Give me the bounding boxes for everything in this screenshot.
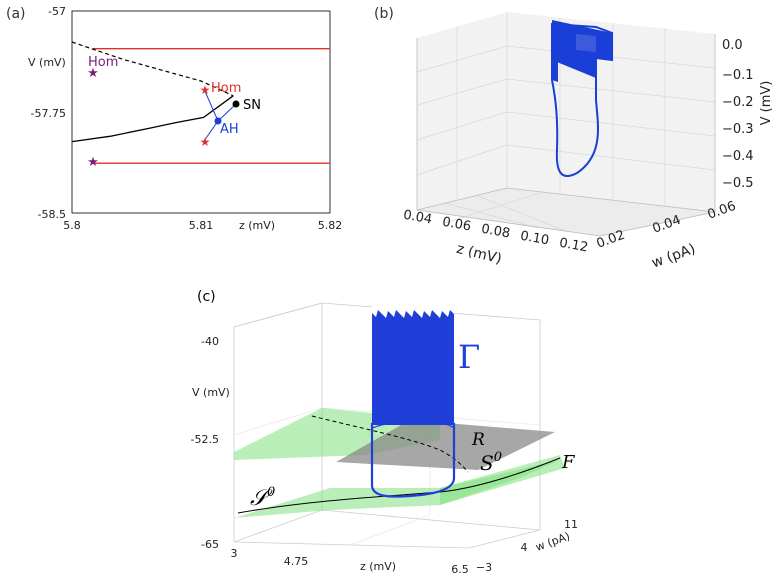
b-trajectory-band — [552, 20, 612, 78]
c-vtick-mid: -52.5 — [191, 433, 219, 446]
a-stable-branch — [71, 95, 234, 143]
a-xtick-mid: 5.81 — [189, 219, 214, 232]
panel-a-axes-box — [71, 10, 331, 214]
b-vtick-1: −0.1 — [722, 68, 754, 83]
c-wtick-top: 11 — [564, 518, 578, 531]
b-axes-edges — [416, 34, 716, 237]
c-ztick-mid: 4.75 — [284, 555, 309, 568]
b-vtick-4: −0.4 — [722, 149, 754, 164]
c-label-f: F — [561, 452, 576, 473]
a-cycle-link-curve — [217, 103, 237, 122]
a-label-hom-red: Hom — [211, 81, 241, 96]
a-xtick-right: 5.82 — [318, 219, 343, 232]
b-trajectory-stem — [552, 20, 558, 82]
b-ztick-4: 0.12 — [558, 236, 589, 256]
a-marker-hom-purple-upper: ★ — [87, 66, 99, 81]
c-label-s: S0 — [480, 450, 502, 475]
panel-b: (b) — [374, 6, 774, 272]
c-label-r: R — [471, 430, 485, 450]
c-label-gamma: Γ — [458, 338, 480, 376]
b-vtick-2: −0.2 — [722, 95, 754, 110]
svg-text:★: ★ — [200, 83, 211, 97]
b-zlabel: z (mV) — [455, 241, 503, 268]
c-wlabel: w (pA) — [534, 530, 572, 554]
c-vtick-top: -40 — [201, 335, 219, 348]
b-ztick-2: 0.08 — [480, 222, 511, 242]
a-xlabel: z (mV) — [239, 219, 275, 232]
c-ztick-left: 3 — [231, 547, 238, 560]
c-zlabel: z (mV) — [360, 560, 396, 573]
c-wtick-mid: 4 — [521, 541, 528, 554]
b-ztick-3: 0.10 — [519, 229, 550, 249]
a-marker-ah — [214, 117, 222, 125]
b-vtick-5: −0.5 — [722, 176, 754, 191]
a-label-sn: SN — [243, 98, 261, 113]
b-trajectory-loop — [551, 22, 613, 178]
b-trajectory — [551, 20, 613, 178]
c-gamma-cycle-top — [371, 419, 455, 429]
panel-c: (c) Γ R S0 — [191, 289, 578, 576]
panel-a: (a) -57 -57.75 -58.5 5.8 5.81 5.82 V (mV… — [6, 5, 342, 232]
a-marker-hom-purple-lower: ★ — [87, 155, 99, 170]
a-unstable-branch — [71, 41, 234, 97]
a-ytick-mid: -57.75 — [31, 107, 66, 120]
svg-text:★: ★ — [87, 66, 99, 81]
a-label-ah: AH — [220, 122, 239, 137]
c-vtick-bottom: -65 — [201, 538, 219, 551]
b-wlabel: w (pA) — [650, 241, 698, 272]
svg-text:★: ★ — [87, 155, 99, 170]
a-marker-sn — [232, 100, 240, 108]
b-vtick-0: 0.0 — [722, 38, 743, 53]
c-unstable-manifold-curve — [311, 415, 469, 473]
c-ztick-right: 6.5 — [451, 563, 469, 576]
b-vtick-3: −0.3 — [722, 122, 754, 137]
c-vlabel: V (mV) — [192, 386, 230, 399]
c-gamma-return — [370, 423, 456, 498]
b-ztick-1: 0.06 — [441, 215, 472, 235]
panel-b-label: (b) — [374, 6, 394, 22]
c-surface-lower — [234, 460, 560, 518]
b-trajectory-inner — [576, 34, 596, 52]
b-vlabel: V (mV) — [759, 81, 774, 126]
a-label-hom-purple: Hom — [88, 55, 118, 70]
a-ytick-bottom: -58.5 — [38, 208, 66, 221]
b-floor — [417, 188, 715, 236]
c-spike-tops — [372, 300, 454, 318]
b-ztick-0: 0.04 — [402, 208, 433, 228]
a-marker-hom-red-lower: ★ — [200, 135, 211, 149]
c-plane-r — [336, 420, 555, 470]
b-back-walls — [417, 12, 715, 212]
a-ylabel: V (mV) — [28, 56, 66, 69]
a-xtick-left: 5.8 — [63, 219, 81, 232]
c-wtick-bottom: −3 — [476, 561, 492, 574]
c-gamma-spikes — [372, 310, 454, 425]
panel-c-label: (c) — [197, 289, 216, 305]
svg-text:★: ★ — [200, 135, 211, 149]
panel-a-label: (a) — [6, 6, 26, 22]
a-ytick-top: -57 — [48, 5, 66, 18]
a-marker-hom-red-upper: ★ — [200, 83, 211, 97]
